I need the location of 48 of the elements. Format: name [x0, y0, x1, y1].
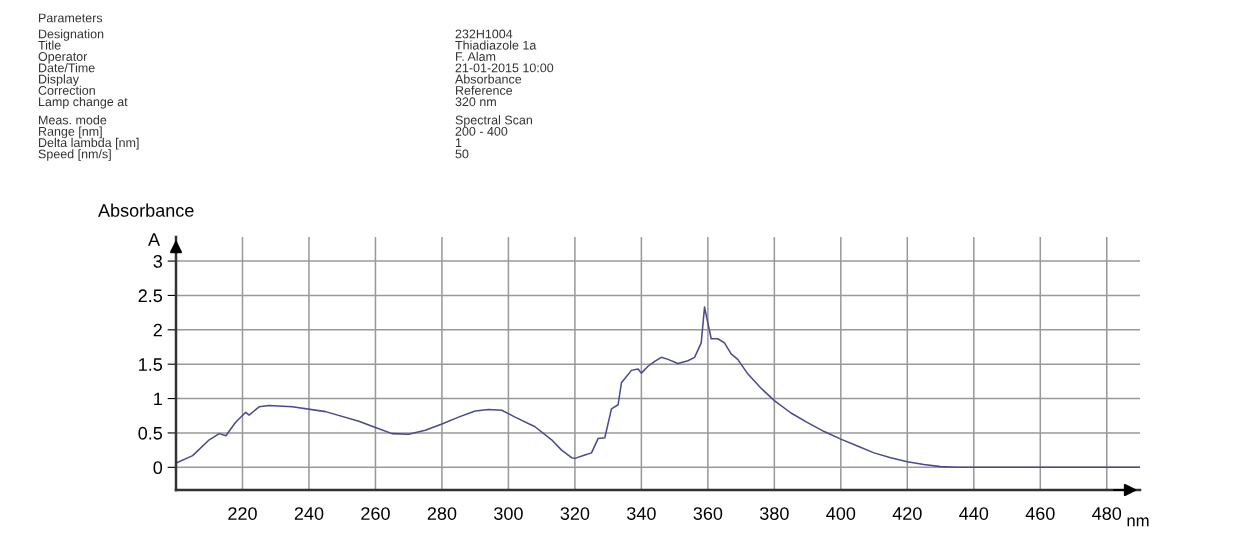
- y-tick-label: 0.5: [138, 426, 163, 440]
- text: Parameters: [39, 13, 103, 23]
- y-tick-label: 1.5: [139, 358, 163, 371]
- text: 320 nm: [455, 97, 496, 107]
- text: Lamp change at: [39, 96, 128, 109]
- x-tick-label: 320: [560, 507, 590, 520]
- text: Thiadiazole 1a: [455, 40, 537, 50]
- text: 1: [455, 138, 462, 147]
- y-tick-label: 1: [154, 392, 162, 406]
- text: Display: [39, 74, 79, 87]
- x-tick-label: 280: [427, 507, 457, 520]
- y-tick-label: 2.5: [138, 289, 163, 303]
- text: Correction: [38, 85, 95, 95]
- x-tick-label: 260: [361, 507, 390, 520]
- y-axis-title: Absorbance: [98, 203, 194, 217]
- y-tick-label: 2: [153, 323, 162, 337]
- x-tick-label: 360: [693, 507, 723, 520]
- x-tick-label: 480: [1092, 507, 1122, 520]
- text: Designation: [39, 29, 104, 41]
- text: 21-01-2015 10:00: [455, 63, 554, 73]
- x-tick-label: 400: [826, 507, 856, 520]
- text: A: [148, 233, 161, 246]
- text: F. Alam: [456, 51, 496, 61]
- text: 232H1004: [455, 29, 513, 39]
- x-tick-label: 440: [959, 507, 989, 520]
- x-axis-title: nm: [1127, 517, 1149, 527]
- text: Speed [nm/s]: [38, 149, 111, 161]
- x-tick-label: 460: [1025, 507, 1055, 520]
- text: Delta lambda [nm]: [39, 137, 139, 150]
- x-tick-label: 340: [627, 507, 656, 520]
- text: 50: [455, 149, 469, 159]
- text: Meas. mode: [39, 115, 107, 125]
- y-tick-label: 0: [153, 461, 163, 475]
- text: Absorbance: [455, 74, 522, 84]
- x-tick-label: 420: [892, 507, 922, 520]
- text: Spectral Scan: [455, 115, 533, 127]
- x-tick-label: 380: [759, 507, 789, 520]
- line-series: [176, 306, 1140, 469]
- text: Reference: [456, 85, 513, 95]
- text: Range [nm]: [39, 126, 102, 139]
- x-tick-label: 300: [494, 507, 523, 520]
- text: Title: [38, 40, 61, 50]
- y-tick-label: 3: [153, 255, 163, 268]
- x-tick-label: 220: [228, 507, 257, 520]
- x-tick-label: 240: [294, 507, 324, 520]
- text: Date/Time: [39, 63, 95, 73]
- text: Operator: [38, 52, 88, 64]
- text: 200 - 400: [455, 126, 508, 136]
